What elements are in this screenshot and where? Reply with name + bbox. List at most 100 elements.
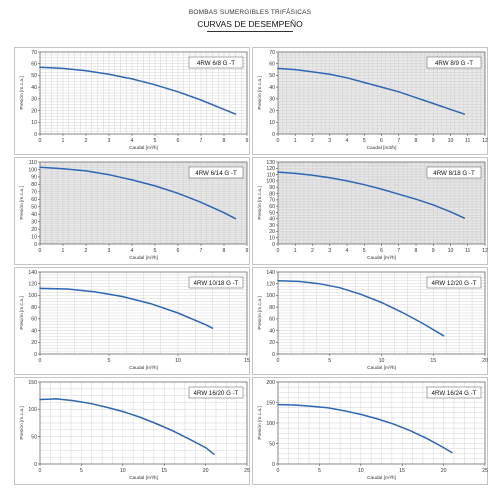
x-axis-label: Caudal [m³/h] xyxy=(129,145,158,151)
x-axis-label: Caudal [m³/h] xyxy=(367,475,396,481)
y-tick-label: 10 xyxy=(269,235,275,241)
x-tick-label: 5 xyxy=(363,138,366,144)
x-tick-label: 15 xyxy=(161,468,167,474)
chart-title: 4RW 6/14 G -T xyxy=(195,170,237,177)
series-line xyxy=(39,287,214,329)
y-tick-label: 0 xyxy=(272,242,275,248)
y-tick-label: 20 xyxy=(31,227,37,233)
x-tick-label: 20 xyxy=(482,358,488,364)
y-tick-label: 100 xyxy=(28,407,37,413)
y-tick-label: 150 xyxy=(266,400,275,406)
series-line xyxy=(39,166,237,220)
x-tick-label: 2 xyxy=(311,138,314,144)
y-tick-label: 40 xyxy=(31,85,37,91)
x-tick-label: 0 xyxy=(277,248,280,254)
x-tick-label: 4 xyxy=(131,248,134,254)
chart-title: 4RW 8/9 G -T xyxy=(435,60,473,67)
y-axis-label: Presión [m.c.a.] xyxy=(257,76,263,109)
model-label-box xyxy=(426,276,482,289)
x-tick-label: 3 xyxy=(108,138,111,144)
chart-card-5: 0 5 10 15 0 20 40 60 80 100 120 140 Caudal [m³/h] Pre… xyxy=(14,267,250,375)
x-tick-label: 10 xyxy=(448,138,454,144)
grid-lines xyxy=(278,272,485,354)
x-tick-label: 10 xyxy=(448,248,454,254)
chart-card-8: 0 5 10 15 20 25 0 50 100 150 200 Caudal [m³/h] Presi… xyxy=(252,377,488,485)
x-tick-label: 2 xyxy=(85,138,88,144)
x-tick-label: 7 xyxy=(200,138,203,144)
series-line xyxy=(277,280,445,337)
y-tick-label: 10 xyxy=(31,120,37,126)
y-tick-label: 70 xyxy=(269,198,275,204)
x-tick-label: 9 xyxy=(432,138,435,144)
page-title: CURVAS DE DESEMPEÑO xyxy=(197,19,303,29)
model-label-box xyxy=(426,386,482,399)
x-tick-label: 10 xyxy=(358,468,364,474)
x-tick-label: 25 xyxy=(244,468,250,474)
x-tick-label: 6 xyxy=(380,248,383,254)
x-tick-label: 15 xyxy=(399,468,405,474)
x-tick-label: 3 xyxy=(328,248,331,254)
model-label-box xyxy=(188,56,244,69)
y-tick-label: 40 xyxy=(269,85,275,91)
y-tick-label: 100 xyxy=(28,293,37,299)
chart-title: 4RW 16/24 G -T xyxy=(432,390,477,397)
x-tick-label: 4 xyxy=(131,138,134,144)
y-tick-label: 120 xyxy=(266,166,275,172)
y-tick-label: 60 xyxy=(31,197,37,203)
y-tick-label: 50 xyxy=(269,210,275,216)
chart-svg: 0 1 2 3 4 5 6 7 8 90102030405060708090100110Cauda… xyxy=(19,160,249,261)
y-tick-label: 20 xyxy=(31,340,37,346)
chart-card-6: 0 5 10 15 20 0 20 40 60 80 100 120 140 Caudal [m³/h] P… xyxy=(252,267,488,375)
y-tick-label: 0 xyxy=(272,462,275,468)
x-tick-label: 10 xyxy=(379,358,385,364)
series-line xyxy=(39,398,215,455)
title-underline xyxy=(207,31,293,32)
x-tick-label: 7 xyxy=(200,248,203,254)
x-tick-label: 6 xyxy=(380,138,383,144)
y-tick-label: 80 xyxy=(31,182,37,188)
y-axis-label: Presión [m.c.a.] xyxy=(257,406,263,439)
y-axis-label: Presión [m.c.a.] xyxy=(257,186,263,219)
plot-frame xyxy=(39,51,248,135)
chart-card-2: 0 1 2 3 4 5 6 7 8 9 10 11 12 0 10 20 30 40 50 60 70 Caudal [m… xyxy=(252,47,488,155)
x-tick-label: 8 xyxy=(415,138,418,144)
model-label-box xyxy=(188,386,244,399)
x-tick-label: 1 xyxy=(294,248,297,254)
x-tick-label: 3 xyxy=(328,138,331,144)
y-tick-label: 100 xyxy=(28,167,37,173)
x-tick-label: 5 xyxy=(328,358,331,364)
x-tick-label: 2 xyxy=(85,248,88,254)
brand-heading: BOMBAS SUMERGIBLES TRIFÁSICAS xyxy=(188,9,312,16)
x-tick-label: 11 xyxy=(465,248,470,254)
y-axis-label: Presión [m.c.a.] xyxy=(19,186,25,219)
x-tick-label: 5 xyxy=(154,138,157,144)
y-tick-label: 20 xyxy=(269,340,275,346)
x-tick-label: 9 xyxy=(246,138,249,144)
y-tick-label: 0 xyxy=(272,352,275,358)
chart-card-3: 0 1 2 3 4 5 6 7 8 9 0 10 20 30 40 50 60 70 80 90 100 110 Cauda… xyxy=(14,157,250,265)
x-tick-label: 5 xyxy=(80,468,83,474)
chart-title: 4RW 12/20 G -T xyxy=(432,280,477,287)
x-tick-label: 5 xyxy=(318,468,321,474)
y-tick-label: 0 xyxy=(272,132,275,138)
y-tick-label: 50 xyxy=(31,434,37,440)
y-tick-label: 40 xyxy=(269,328,275,334)
chart-svg: 0 1 2 3 4 5 6 7 8 9 0 10 20 30 40 50 60 70 Caudal [m³/h] Pr… xyxy=(19,50,249,151)
y-tick-label: 50 xyxy=(269,73,275,79)
model-label-box xyxy=(188,166,244,179)
x-tick-label: 5 xyxy=(108,358,111,364)
y-tick-label: 60 xyxy=(269,204,275,210)
y-tick-label: 50 xyxy=(31,73,37,79)
x-tick-label: 0 xyxy=(277,138,280,144)
y-tick-label: 90 xyxy=(269,185,275,191)
y-tick-label: 0 xyxy=(34,462,37,468)
x-axis-label: Caudal [m3/h] xyxy=(367,145,397,151)
y-tick-label: 200 xyxy=(266,380,275,386)
y-axis-label: Presión [m.c.a.] xyxy=(19,406,25,439)
y-tick-label: 70 xyxy=(31,190,37,196)
x-tick-label: 1 xyxy=(62,248,65,254)
y-tick-label: 30 xyxy=(269,97,275,103)
x-tick-label: 4 xyxy=(346,138,349,144)
y-tick-label: 0 xyxy=(34,242,37,248)
